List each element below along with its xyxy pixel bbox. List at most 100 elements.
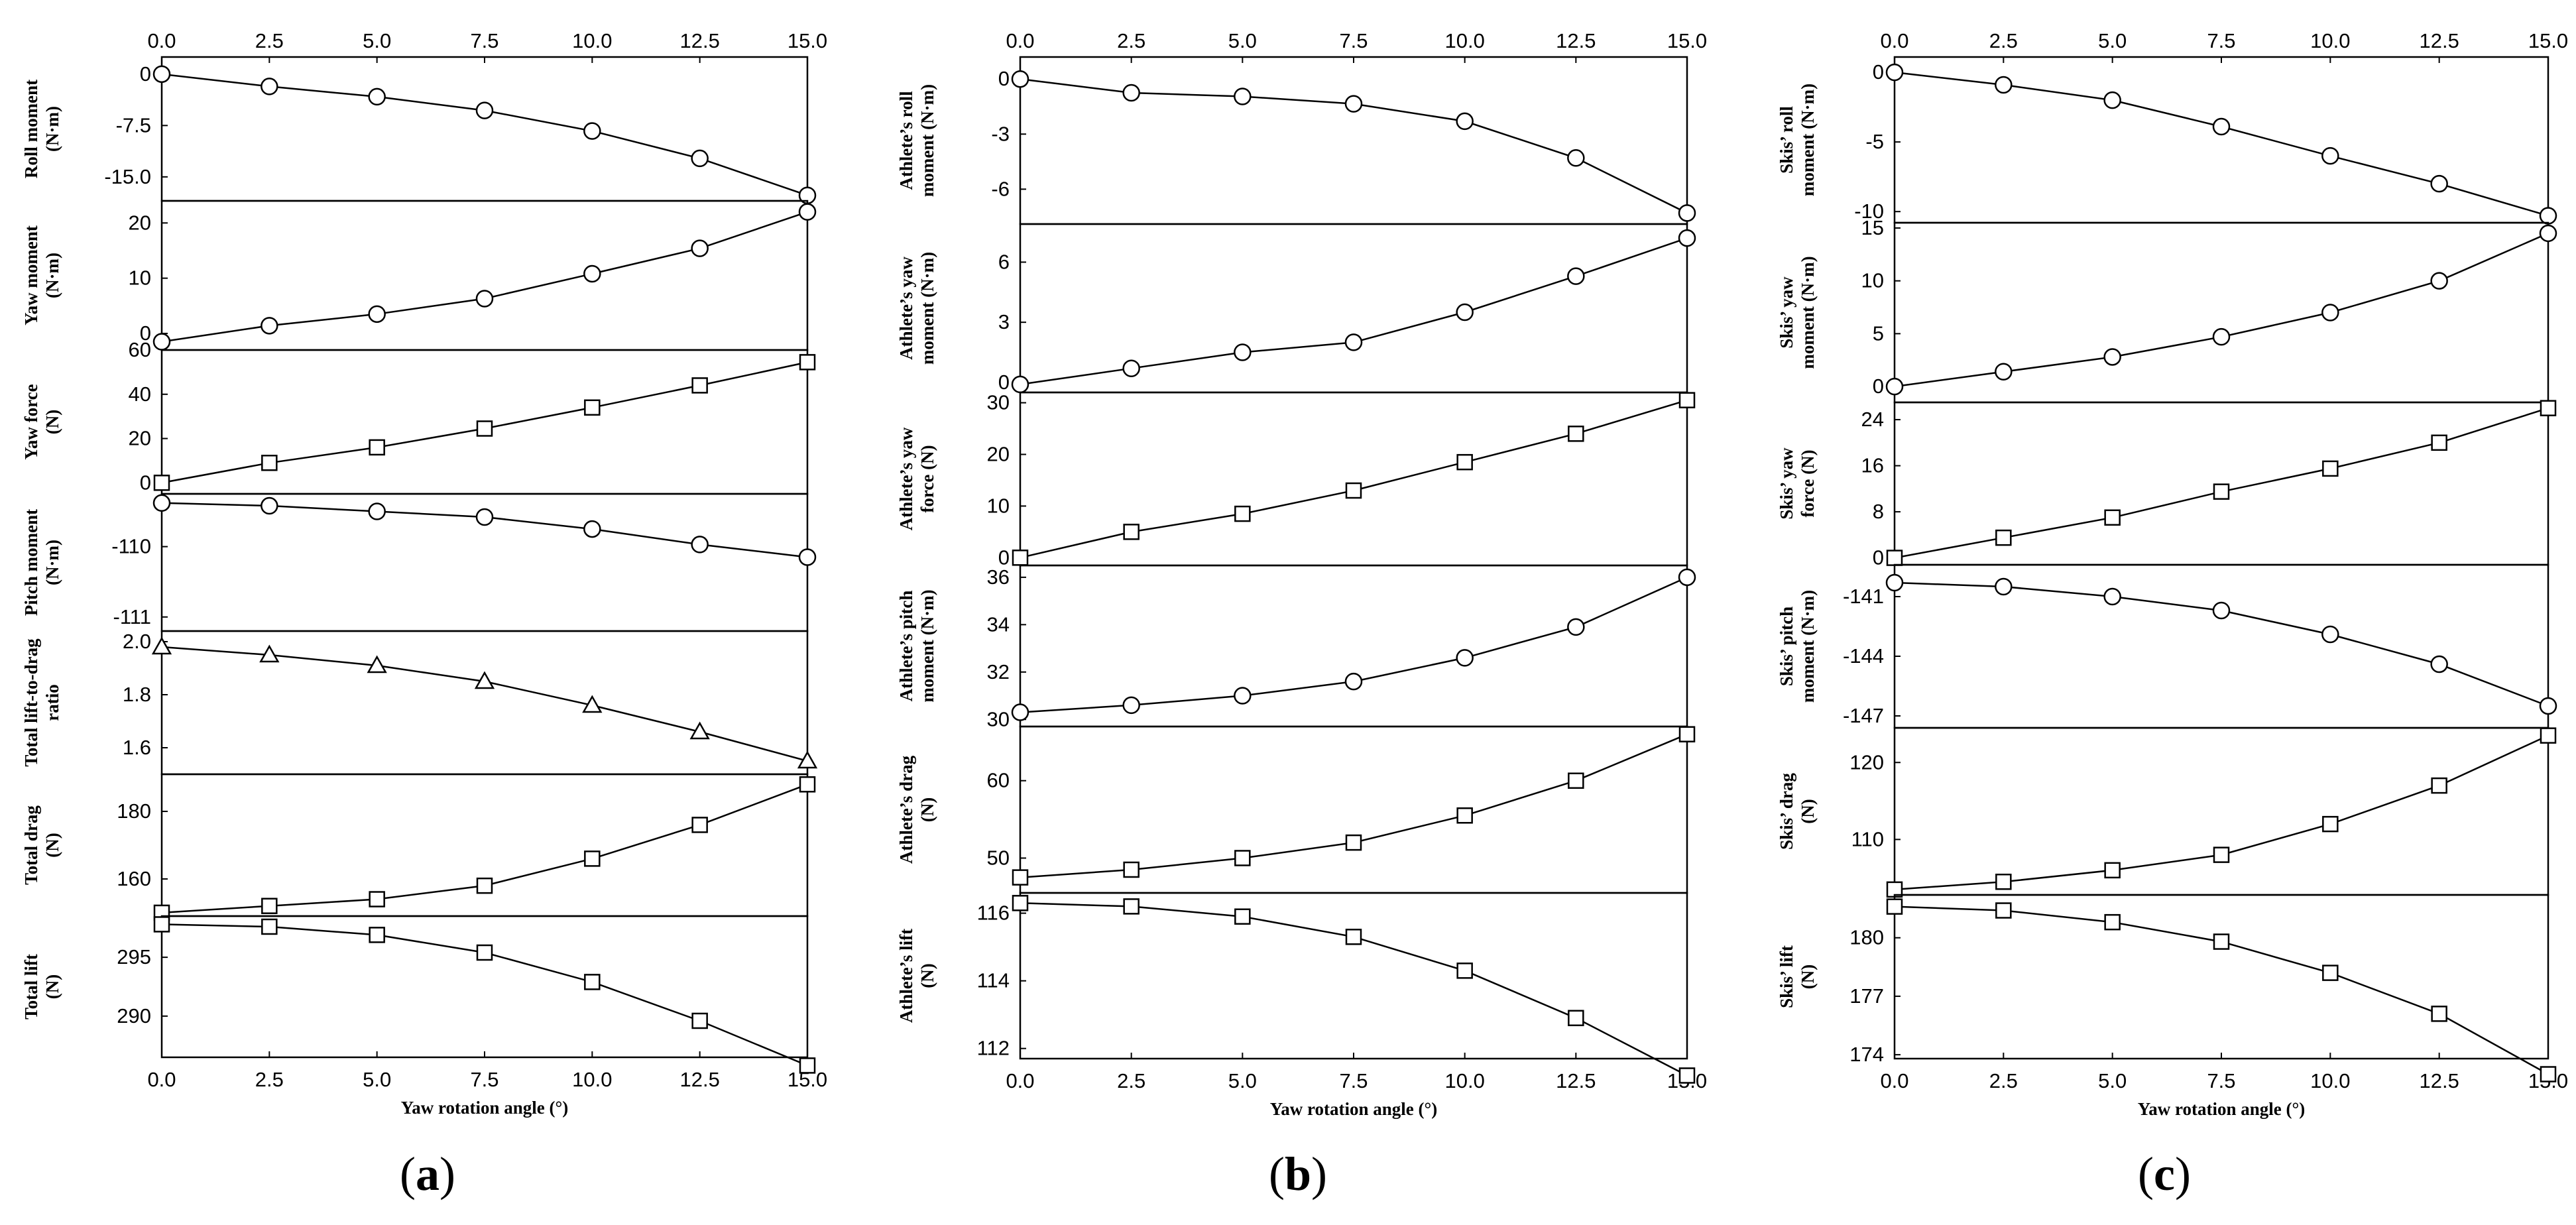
y-tick-label: 0 (140, 321, 151, 345)
subplot-frame (160, 56, 809, 202)
data-point-circle (2212, 117, 2231, 136)
x-tick-label-top: 15.0 (1667, 29, 1707, 52)
series-line (1020, 733, 1688, 878)
series-line (1894, 734, 2549, 891)
y-tick-label: 20 (987, 442, 1010, 465)
data-point-square (799, 776, 816, 793)
data-point-square (2431, 434, 2447, 451)
data-point-square (1995, 874, 2012, 890)
y-axis-title: Athlete’s yawmoment (N·m) (896, 252, 937, 365)
y-tick-label: -144 (1843, 644, 1884, 668)
data-point-circle (2321, 146, 2339, 165)
data-point-circle (475, 101, 494, 119)
y-axis-title-line: (N·m) (42, 540, 62, 585)
panel-tag-b: (b) (1269, 1147, 1327, 1200)
x-tick-label-bottom: 7.5 (1339, 1069, 1368, 1092)
y-tick-label: 10 (129, 266, 151, 290)
y-tick-label: 24 (1861, 408, 1884, 431)
y-tick-label: 34 (987, 612, 1010, 636)
y-axis-title: Skis’ lift(N) (1777, 945, 1818, 1008)
data-point-square (1234, 850, 1251, 866)
subplot-frame (1893, 727, 2549, 896)
x-tick-label-bottom: 7.5 (470, 1068, 498, 1091)
data-point-square (691, 377, 708, 394)
data-point-circle (691, 239, 709, 257)
y-tick-label: 32 (987, 660, 1010, 683)
subplot-frame (1019, 56, 1688, 225)
data-point-circle (1995, 577, 2013, 596)
y-axis-title: Skis’ drag(N) (1777, 773, 1818, 850)
data-point-square (261, 918, 278, 935)
data-point-square (1012, 895, 1029, 911)
y-axis-title-line: Pitch moment (21, 509, 41, 616)
data-point-square (691, 817, 708, 833)
y-tick-label: -15.0 (104, 165, 151, 188)
y-axis-title: Athlete’s drag(N) (896, 755, 937, 864)
y-axis-title-line: Athlete’s yaw (896, 427, 916, 530)
x-tick-label-top: 5.0 (1228, 29, 1257, 52)
y-axis-title: Athlete’s rollmoment (N·m) (896, 84, 937, 197)
panel-b: 0.0 0.0 2.5 2.5 5.0 5.0 7.5 7.5 10.0 10.0 12.5 12.5… (896, 29, 1707, 1119)
x-tick-label-top: 7.5 (2207, 29, 2235, 52)
y-tick-label: -6 (991, 177, 1010, 200)
data-point-circle (691, 536, 709, 554)
data-point-square (2104, 913, 2121, 931)
x-tick-label-bottom: 0.0 (1006, 1069, 1034, 1092)
data-point-circle (1885, 573, 1904, 592)
y-axis-title: Total lift-to-dragratio (21, 638, 62, 767)
subplot-a-2: 20 10 0 Yaw moment(N·m) (21, 200, 817, 351)
panel-tag-a: (a) (400, 1147, 455, 1200)
data-point-circle (1122, 359, 1140, 377)
y-axis-title-line: Total lift (21, 954, 41, 1020)
x-tick-label-bottom: 5.0 (2098, 1069, 2127, 1092)
y-axis-title: Total drag(N) (21, 805, 62, 885)
subplot-a-1: 0 -7.5 -15.0 Roll moment(N·m) (21, 56, 817, 204)
data-point-circle (2103, 587, 2121, 606)
data-point-square (1886, 898, 1903, 915)
y-tick-label: 10 (1861, 269, 1884, 292)
data-point-square (369, 891, 385, 907)
data-point-square (1456, 453, 1473, 471)
data-point-circle (1678, 568, 1696, 587)
y-axis-title: Athlete’s pitchmoment (N·m) (896, 589, 937, 702)
x-tick-label-top: 5.0 (2098, 29, 2127, 52)
y-axis-title: Athlete’s yawforce (N) (896, 427, 937, 530)
data-point-circle (1567, 149, 1585, 167)
data-point-square (1345, 482, 1362, 499)
y-axis-title-line: ratio (42, 684, 62, 721)
x-tick-label-bottom: 2.5 (1117, 1069, 1145, 1092)
data-point-square (2104, 509, 2121, 526)
data-point-circle (1011, 703, 1029, 721)
data-point-circle (1344, 333, 1363, 351)
y-tick-label: 15 (1861, 216, 1884, 239)
y-tick-label: 2.0 (123, 630, 151, 653)
data-point-circle (2430, 174, 2448, 193)
x-axis-title: Yaw rotation angle (°) (1270, 1099, 1438, 1119)
subplot-c-1: 0 -5 -10 Skis’ rollmoment (N·m) (1777, 56, 2557, 225)
series-line (1894, 407, 2549, 559)
data-point-square (1012, 550, 1029, 566)
data-point-square (1568, 426, 1584, 442)
y-axis-title-line: moment (N·m) (1798, 256, 1818, 369)
subplot-frame (1019, 725, 1688, 894)
x-tick-label-top: 2.5 (1989, 29, 2018, 52)
panel-tag-c: (c) (2138, 1147, 2191, 1200)
y-axis-title-line: (N·m) (42, 253, 62, 298)
y-tick-label: 60 (129, 338, 151, 361)
x-tick-label-top: 10.0 (572, 29, 612, 52)
data-point-circle (1456, 303, 1474, 321)
data-point-circle (368, 305, 386, 323)
data-point-square (1012, 869, 1029, 886)
x-tick-label-bottom: 10.0 (572, 1068, 612, 1091)
y-tick-label: 180 (117, 799, 151, 823)
data-point-circle (2539, 224, 2557, 243)
data-point-triangle (474, 671, 495, 689)
y-tick-label: 8 (1873, 500, 1884, 523)
subplot-b-3: 30 20 10 0 Athlete’s yawforce (N) (896, 391, 1696, 569)
data-point-circle (368, 88, 386, 106)
y-tick-label: 0 (998, 371, 1010, 394)
data-point-circle (2430, 272, 2448, 290)
data-point-triangle (797, 750, 818, 769)
data-point-circle (583, 122, 601, 140)
